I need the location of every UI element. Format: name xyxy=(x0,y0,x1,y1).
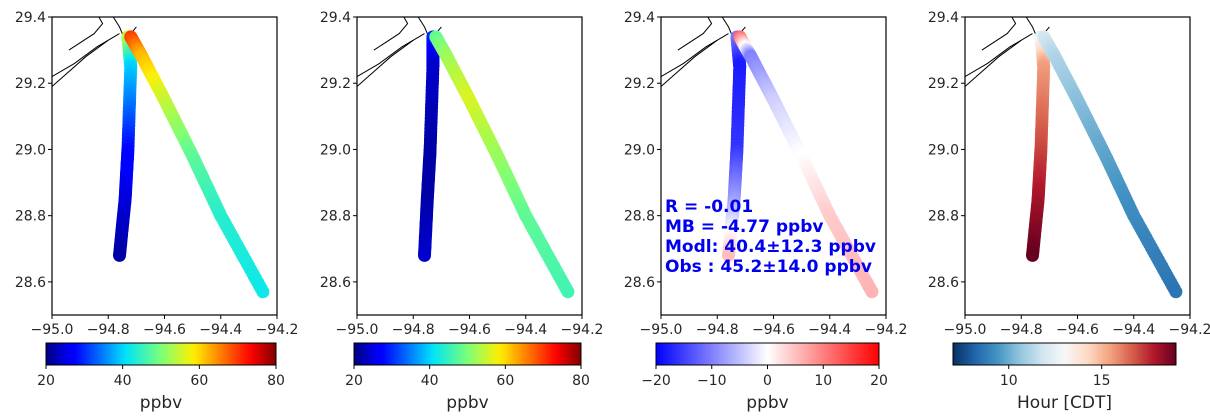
stats-annotation: MB = -4.77 ppbv xyxy=(665,217,823,237)
colorbar-tick-label: 40 xyxy=(421,373,439,389)
colorbar-gradient xyxy=(353,342,582,366)
colorbar-gradient xyxy=(952,342,1177,366)
track-point xyxy=(113,248,126,262)
stats-annotation: R = -0.01 xyxy=(665,197,753,217)
track-point xyxy=(865,285,879,299)
coastline xyxy=(661,39,718,78)
y-tick-label: 29.2 xyxy=(624,76,655,92)
colorbar-label: ppbv xyxy=(746,393,788,413)
colorbar-tick-label: 15 xyxy=(1093,373,1111,389)
y-tick-label: 29.2 xyxy=(320,76,351,92)
x-tick-label: −95.0 xyxy=(31,322,74,338)
map-frame xyxy=(51,16,278,316)
x-tick-label: −94.2 xyxy=(1169,322,1210,338)
x-tick-label: −94.8 xyxy=(1000,322,1043,338)
y-tick-label: 29.4 xyxy=(15,10,46,26)
colorbar: 20 40 60 80 ppbv xyxy=(345,342,590,413)
colorbar: 20 40 60 80 ppbv xyxy=(37,342,285,413)
y-tick-label: 28.6 xyxy=(928,275,959,291)
x-tick-label: −95.0 xyxy=(336,322,379,338)
coastline xyxy=(965,39,1022,78)
map-panel-model: −95.0 −94.8 −94.6 −94.4 −94.2 29.4 29.2 29.0 28.… xyxy=(15,10,299,413)
y-tick-label: 28.8 xyxy=(15,209,46,225)
stats-annotation: Modl: 40.4±12.3 ppbv xyxy=(665,237,876,257)
colorbar-tick-label: −20 xyxy=(641,373,671,389)
y-tick-label: 29.4 xyxy=(320,10,351,26)
stats-annotation: Obs : 45.2±14.0 ppbv xyxy=(665,257,872,277)
y-tick-label: 28.8 xyxy=(624,209,655,225)
x-tick-label: −94.8 xyxy=(696,322,739,338)
x-tick-label: −94.2 xyxy=(256,322,299,338)
map-panel-observed: −95.0 −94.8 −94.6 −94.4 −94.2 29.4 29.2 29.0 28.… xyxy=(320,10,604,413)
colorbar-label: ppbv xyxy=(446,393,488,413)
coastline xyxy=(52,33,120,87)
y-tick-label: 28.6 xyxy=(15,275,46,291)
track-point xyxy=(561,285,575,299)
colorbar-label: ppbv xyxy=(140,393,182,413)
coastline xyxy=(661,33,729,87)
y-tick-label: 28.6 xyxy=(320,275,351,291)
y-tick-label: 29.0 xyxy=(320,142,351,158)
y-tick-label: 29.0 xyxy=(15,142,46,158)
x-tick-label: −94.4 xyxy=(808,322,851,338)
colorbar-label: Hour [CDT] xyxy=(1017,393,1112,413)
x-tick-label: −94.8 xyxy=(87,322,130,338)
coastline xyxy=(965,33,1033,87)
colorbar-tick-label: −10 xyxy=(697,373,727,389)
colorbar-tick-label: 20 xyxy=(870,373,888,389)
map-frame xyxy=(660,16,887,316)
x-tick-label: −95.0 xyxy=(944,322,987,338)
y-tick-label: 29.2 xyxy=(928,76,959,92)
map-frame xyxy=(964,16,1191,316)
x-tick-label: −94.6 xyxy=(448,322,491,338)
y-tick-label: 29.0 xyxy=(624,142,655,158)
colorbar-tick-label: 40 xyxy=(114,373,132,389)
y-tick-label: 28.8 xyxy=(928,209,959,225)
y-tick-label: 29.4 xyxy=(624,10,655,26)
colorbar-tick-label: 60 xyxy=(190,373,208,389)
colorbar: −20 −10 0 10 20 ppbv xyxy=(641,342,888,413)
track-point xyxy=(1026,248,1039,262)
x-tick-label: −94.6 xyxy=(752,322,795,338)
y-tick-label: 28.6 xyxy=(624,275,655,291)
x-tick-label: −94.8 xyxy=(392,322,435,338)
colorbar-tick-label: 10 xyxy=(814,373,832,389)
x-tick-label: −94.6 xyxy=(143,322,186,338)
colorbar-tick-label: 20 xyxy=(37,373,55,389)
colorbar-gradient xyxy=(45,342,277,366)
map-panel-difference: −95.0 −94.8 −94.6 −94.4 −94.2 29.4 29.2 29.0 28.… xyxy=(624,10,908,413)
track-point xyxy=(418,248,431,262)
track-point xyxy=(256,285,270,299)
x-tick-label: −94.2 xyxy=(865,322,908,338)
colorbar-gradient xyxy=(655,342,880,366)
map-frame xyxy=(356,16,583,316)
colorbar: 10 15 Hour [CDT] xyxy=(952,342,1177,413)
x-tick-label: −94.4 xyxy=(1112,322,1155,338)
x-tick-label: −94.6 xyxy=(1056,322,1099,338)
y-tick-label: 29.4 xyxy=(928,10,959,26)
x-tick-label: −94.4 xyxy=(199,322,242,338)
x-tick-label: −94.4 xyxy=(504,322,547,338)
map-panel-time: −95.0 −94.8 −94.6 −94.4 −94.2 29.4 29.2 29.0 28.… xyxy=(928,10,1210,413)
coastline xyxy=(357,39,414,78)
colorbar-tick-label: 10 xyxy=(1000,373,1018,389)
colorbar-tick-label: 80 xyxy=(572,373,590,389)
colorbar-tick-label: 20 xyxy=(345,373,363,389)
x-tick-label: −95.0 xyxy=(640,322,683,338)
coastline xyxy=(357,33,425,87)
y-tick-label: 28.8 xyxy=(320,209,351,225)
y-tick-label: 29.2 xyxy=(15,76,46,92)
track-point xyxy=(722,248,735,262)
track-point xyxy=(1169,285,1183,299)
colorbar-tick-label: 80 xyxy=(267,373,285,389)
coastline xyxy=(52,39,109,78)
y-tick-label: 29.0 xyxy=(928,142,959,158)
colorbar-tick-label: 0 xyxy=(763,373,772,389)
x-tick-label: −94.2 xyxy=(561,322,604,338)
colorbar-tick-label: 60 xyxy=(496,373,514,389)
